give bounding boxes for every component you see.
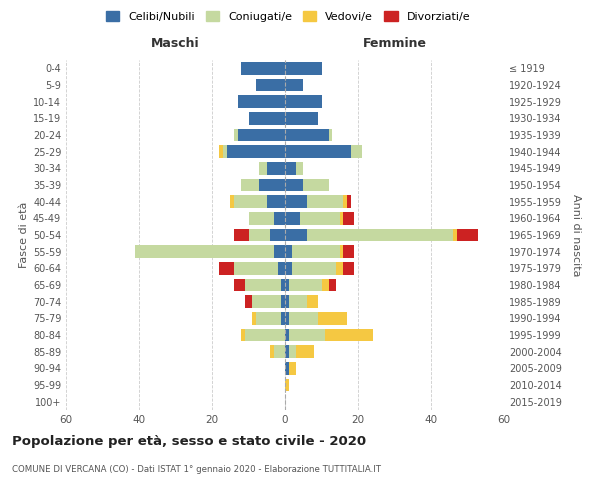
Bar [307, 296, 318, 308]
Bar [340, 246, 343, 258]
Bar [285, 162, 296, 174]
Bar [285, 296, 289, 308]
Y-axis label: Fasce di età: Fasce di età [19, 202, 29, 268]
Bar [271, 229, 285, 241]
Bar [285, 262, 292, 274]
Bar [285, 129, 329, 141]
Bar [220, 262, 234, 274]
Bar [285, 246, 292, 258]
Bar [238, 129, 285, 141]
Bar [245, 329, 285, 341]
Bar [234, 196, 267, 208]
Bar [296, 346, 314, 358]
Bar [336, 262, 343, 274]
Bar [289, 346, 296, 358]
Bar [223, 146, 227, 158]
Bar [303, 179, 329, 192]
Bar [285, 379, 289, 391]
Bar [234, 229, 248, 241]
Bar [285, 229, 307, 241]
Bar [285, 312, 289, 324]
Bar [220, 146, 223, 158]
Bar [296, 162, 303, 174]
Bar [285, 179, 303, 192]
Bar [274, 212, 285, 224]
Bar [350, 146, 362, 158]
Bar [245, 296, 252, 308]
Bar [248, 212, 274, 224]
Bar [292, 262, 336, 274]
Bar [281, 296, 285, 308]
Bar [274, 246, 285, 258]
Y-axis label: Anni di nascita: Anni di nascita [571, 194, 581, 276]
Text: Maschi: Maschi [151, 37, 200, 50]
Bar [256, 79, 285, 92]
Bar [245, 279, 281, 291]
Bar [289, 279, 322, 291]
Text: Femmine: Femmine [362, 37, 427, 50]
Bar [274, 346, 285, 358]
Text: COMUNE DI VERCANA (CO) - Dati ISTAT 1° gennaio 2020 - Elaborazione TUTTITALIA.IT: COMUNE DI VERCANA (CO) - Dati ISTAT 1° g… [12, 465, 381, 474]
Bar [325, 329, 373, 341]
Bar [285, 62, 322, 74]
Bar [343, 212, 355, 224]
Bar [234, 279, 245, 291]
Bar [289, 362, 296, 374]
Bar [329, 279, 336, 291]
Bar [322, 279, 329, 291]
Bar [252, 296, 281, 308]
Bar [230, 196, 234, 208]
Bar [256, 312, 281, 324]
Bar [289, 296, 307, 308]
Bar [343, 262, 355, 274]
Bar [234, 129, 238, 141]
Bar [285, 212, 299, 224]
Bar [343, 246, 355, 258]
Bar [267, 162, 285, 174]
Bar [281, 312, 285, 324]
Bar [238, 96, 285, 108]
Bar [259, 179, 285, 192]
Bar [307, 229, 453, 241]
Bar [285, 112, 318, 124]
Bar [285, 146, 350, 158]
Bar [259, 162, 267, 174]
Bar [281, 279, 285, 291]
Bar [285, 279, 289, 291]
Bar [285, 346, 289, 358]
Bar [318, 312, 347, 324]
Bar [241, 179, 259, 192]
Bar [285, 96, 322, 108]
Bar [307, 196, 343, 208]
Bar [271, 346, 274, 358]
Bar [347, 196, 350, 208]
Bar [234, 262, 278, 274]
Bar [289, 312, 318, 324]
Bar [285, 196, 307, 208]
Bar [267, 196, 285, 208]
Bar [285, 79, 303, 92]
Bar [227, 146, 285, 158]
Bar [285, 362, 289, 374]
Bar [252, 312, 256, 324]
Bar [241, 329, 245, 341]
Bar [453, 229, 457, 241]
Bar [136, 246, 274, 258]
Bar [292, 246, 340, 258]
Legend: Celibi/Nubili, Coniugati/e, Vedovi/e, Divorziati/e: Celibi/Nubili, Coniugati/e, Vedovi/e, Di… [103, 8, 473, 25]
Bar [299, 212, 340, 224]
Text: Popolazione per età, sesso e stato civile - 2020: Popolazione per età, sesso e stato civil… [12, 435, 366, 448]
Bar [285, 329, 289, 341]
Bar [329, 129, 332, 141]
Bar [278, 262, 285, 274]
Bar [248, 112, 285, 124]
Bar [241, 62, 285, 74]
Bar [248, 229, 271, 241]
Bar [343, 196, 347, 208]
Bar [289, 329, 325, 341]
Bar [340, 212, 343, 224]
Bar [457, 229, 478, 241]
